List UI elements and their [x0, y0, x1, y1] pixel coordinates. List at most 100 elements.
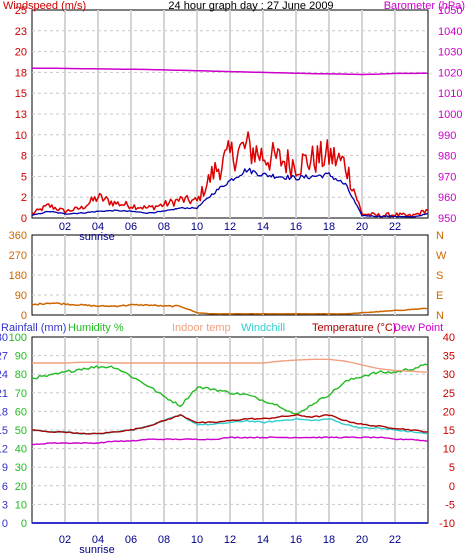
barometer-axis-title: Barometer (hPa) — [384, 0, 465, 12]
barometer-tick-label: 960 — [438, 192, 456, 204]
compass-tick-label: E — [436, 290, 443, 302]
humidity-tick-label: 70 — [15, 388, 27, 400]
hour-tick-label-bottom: 02 — [59, 534, 71, 546]
barometer-tick-label: 990 — [438, 130, 456, 142]
hour-tick-label-bottom: 16 — [290, 534, 302, 546]
humidity-tick-label: 30 — [15, 462, 27, 474]
temperature-tick-label: 15 — [443, 425, 455, 437]
windspeed-tick-label: 25 — [15, 5, 27, 17]
legend-temperature: Temperature (°C) — [312, 322, 396, 334]
hour-tick-label-top: 02 — [59, 221, 71, 233]
barometer-tick-label: 1000 — [438, 109, 462, 121]
barometer-tick-label: 950 — [438, 213, 456, 225]
legend-rainfall: Rainfall (mm) — [1, 322, 66, 334]
series-layer — [31, 67, 429, 524]
hour-tick-label-top: 04 — [92, 221, 104, 233]
windspeed-tick-label: 23 — [15, 26, 27, 38]
hour-tick-label-top: 16 — [290, 221, 302, 233]
wind-direction-line — [31, 302, 429, 315]
sunrise-label-top: sunrise — [79, 231, 114, 243]
direction-tick-label: 360 — [9, 230, 27, 242]
hour-tick-label-top: 14 — [257, 221, 269, 233]
hour-tick-label-bottom: 12 — [224, 534, 236, 546]
windspeed-tick-label: 18 — [15, 67, 27, 79]
barometer-tick-label: 1010 — [438, 88, 462, 100]
hour-tick-label-top: 12 — [224, 221, 236, 233]
windspeed-tick-label: 15 — [15, 88, 27, 100]
temperature-tick-label: -10 — [439, 518, 455, 530]
dew-point-line — [31, 436, 429, 446]
hour-tick-label-top: 06 — [125, 221, 137, 233]
windspeed-tick-label: 8 — [21, 151, 27, 163]
compass-tick-label: W — [436, 250, 447, 262]
barometer-tick-label: 970 — [438, 171, 456, 183]
windspeed-line — [31, 131, 429, 219]
hour-tick-label-bottom: 08 — [158, 534, 170, 546]
temperature-tick-label: 40 — [443, 332, 455, 344]
hour-tick-label-bottom: 04 — [92, 534, 104, 546]
hour-tick-label-bottom: 10 — [191, 534, 203, 546]
barometer-tick-label: 980 — [438, 151, 456, 163]
windspeed-tick-label: 13 — [15, 109, 27, 121]
compass-tick-label: N — [436, 310, 444, 322]
rainfall-tick-label: 9 — [2, 462, 8, 474]
hour-tick-label-top: 10 — [191, 221, 203, 233]
temperature-tick-label: 20 — [443, 406, 455, 418]
hour-tick-label-top: 08 — [158, 221, 170, 233]
barometer-tick-label: 1050 — [438, 5, 462, 17]
hour-tick-label-top: 18 — [323, 221, 335, 233]
rainfall-tick-label: 6 — [2, 481, 8, 493]
windspeed-tick-label: 20 — [15, 47, 27, 59]
windspeed-average-line — [31, 167, 429, 219]
humidity-tick-label: 100 — [9, 332, 27, 344]
temperature-tick-label: 5 — [449, 462, 455, 474]
humidity-tick-label: 20 — [15, 481, 27, 493]
barometer-tick-label: 1020 — [438, 67, 462, 79]
hour-tick-label-bottom: 22 — [389, 534, 401, 546]
rainfall-tick-label: 12 — [0, 444, 8, 456]
rainfall-tick-label: 24 — [0, 369, 8, 381]
legend-indoor-temp: Indoor temp — [172, 322, 231, 334]
rainfall-tick-label: 30 — [0, 332, 8, 344]
compass-tick-label: N — [436, 230, 444, 242]
direction-tick-label: 90 — [15, 290, 27, 302]
temperature-tick-label: 35 — [443, 351, 455, 363]
tick-labels-layer: 0258101315182023259509609709809901000101… — [0, 5, 462, 546]
hour-tick-label-bottom: 20 — [356, 534, 368, 546]
indoor-temp-line — [32, 358, 429, 373]
windspeed-tick-label: 2 — [21, 192, 27, 204]
barometer-tick-label: 1040 — [438, 26, 462, 38]
compass-tick-label: S — [436, 270, 443, 282]
legend-dew-point: Dew Point — [393, 322, 443, 334]
barometer-line — [32, 67, 429, 76]
rainfall-tick-label: 15 — [0, 425, 8, 437]
humidity-tick-label: 80 — [15, 369, 27, 381]
temperature-tick-label: 0 — [449, 481, 455, 493]
direction-tick-label: 180 — [9, 270, 27, 282]
direction-tick-label: 0 — [21, 310, 27, 322]
hour-tick-label-bottom: 18 — [323, 534, 335, 546]
rainfall-tick-label: 21 — [0, 388, 8, 400]
temperature-tick-label: 30 — [443, 369, 455, 381]
humidity-tick-label: 50 — [15, 425, 27, 437]
grid-layer — [32, 10, 428, 523]
humidity-tick-label: 10 — [15, 499, 27, 511]
hour-tick-label-top: 22 — [389, 221, 401, 233]
humidity-line — [31, 363, 429, 415]
rainfall-tick-label: 18 — [0, 406, 8, 418]
temperature-tick-label: -5 — [445, 499, 455, 511]
legend-humidity: Humidity % — [68, 322, 124, 334]
rainfall-tick-label: 0 — [2, 518, 8, 530]
humidity-tick-label: 90 — [15, 351, 27, 363]
chart-title: 24 hour graph day : 27 June 2009 — [168, 0, 333, 12]
barometer-tick-label: 1030 — [438, 47, 462, 59]
windspeed-tick-label: 0 — [21, 213, 27, 225]
temperature-tick-label: 25 — [443, 388, 455, 400]
sunrise-label-bottom: sunrise — [79, 544, 114, 556]
rainfall-tick-label: 3 — [2, 499, 8, 511]
temperature-line — [31, 413, 429, 435]
humidity-tick-label: 0 — [21, 518, 27, 530]
